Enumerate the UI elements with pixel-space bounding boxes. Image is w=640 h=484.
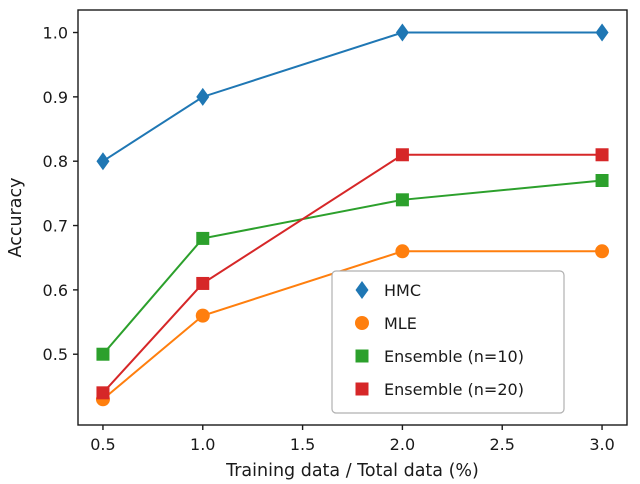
- series-ensemble-n-20-: [96, 148, 609, 400]
- x-tick-label: 3.0: [589, 435, 614, 454]
- y-tick-label: 1.0: [43, 24, 68, 43]
- x-tick-label: 2.0: [390, 435, 415, 454]
- data-point-marker: [595, 148, 609, 162]
- data-point-marker: [395, 244, 410, 259]
- data-point-marker: [595, 244, 610, 259]
- data-point-marker: [595, 174, 609, 188]
- data-point-marker: [395, 148, 409, 162]
- data-point-marker: [395, 193, 409, 207]
- y-tick-label: 0.5: [43, 345, 68, 364]
- series-line: [102, 250, 603, 401]
- data-point-marker: [196, 276, 210, 290]
- data-point-marker: [195, 308, 210, 323]
- legend-label: HMC: [384, 281, 421, 300]
- legend-label: Ensemble (n=20): [384, 380, 524, 399]
- data-point-marker: [196, 87, 210, 106]
- legend-label: Ensemble (n=10): [384, 347, 524, 366]
- data-point-marker: [96, 152, 110, 171]
- legend-marker: [355, 316, 369, 330]
- data-point-marker: [595, 23, 609, 42]
- y-tick-label: 0.9: [43, 88, 68, 107]
- legend: HMC MLE Ensemble (n=10) Ensemble (n=20): [331, 270, 565, 414]
- plot-frame: [77, 9, 628, 426]
- y-tick-label: 0.6: [43, 281, 68, 300]
- series-line: [102, 31, 603, 163]
- x-tick-label: 1.0: [190, 435, 215, 454]
- data-point-marker: [96, 386, 110, 400]
- legend-box: [331, 270, 565, 414]
- y-tick-label: 0.8: [43, 152, 68, 171]
- x-axis-ticks: 0.5 1.0 1.5 2.0 2.5 3.0: [90, 425, 615, 454]
- x-axis-label: Training data / Total data (%): [225, 461, 479, 481]
- series-hmc: [96, 23, 609, 171]
- legend-marker: [355, 382, 369, 396]
- series-line: [102, 153, 603, 394]
- x-tick-label: 2.5: [490, 435, 515, 454]
- y-axis-label: Accuracy: [6, 178, 26, 258]
- data-point-marker: [96, 347, 110, 361]
- x-tick-label: 1.5: [290, 435, 315, 454]
- legend-marker: [355, 349, 369, 363]
- legend-label: MLE: [384, 314, 417, 333]
- data-point-marker: [196, 231, 210, 245]
- y-tick-label: 0.7: [43, 217, 68, 236]
- y-axis-ticks: 0.5 0.6 0.7 0.8 0.9 1.0: [43, 24, 78, 364]
- legend-marker: [355, 281, 369, 299]
- x-tick-label: 0.5: [90, 435, 115, 454]
- data-point-marker: [395, 23, 409, 42]
